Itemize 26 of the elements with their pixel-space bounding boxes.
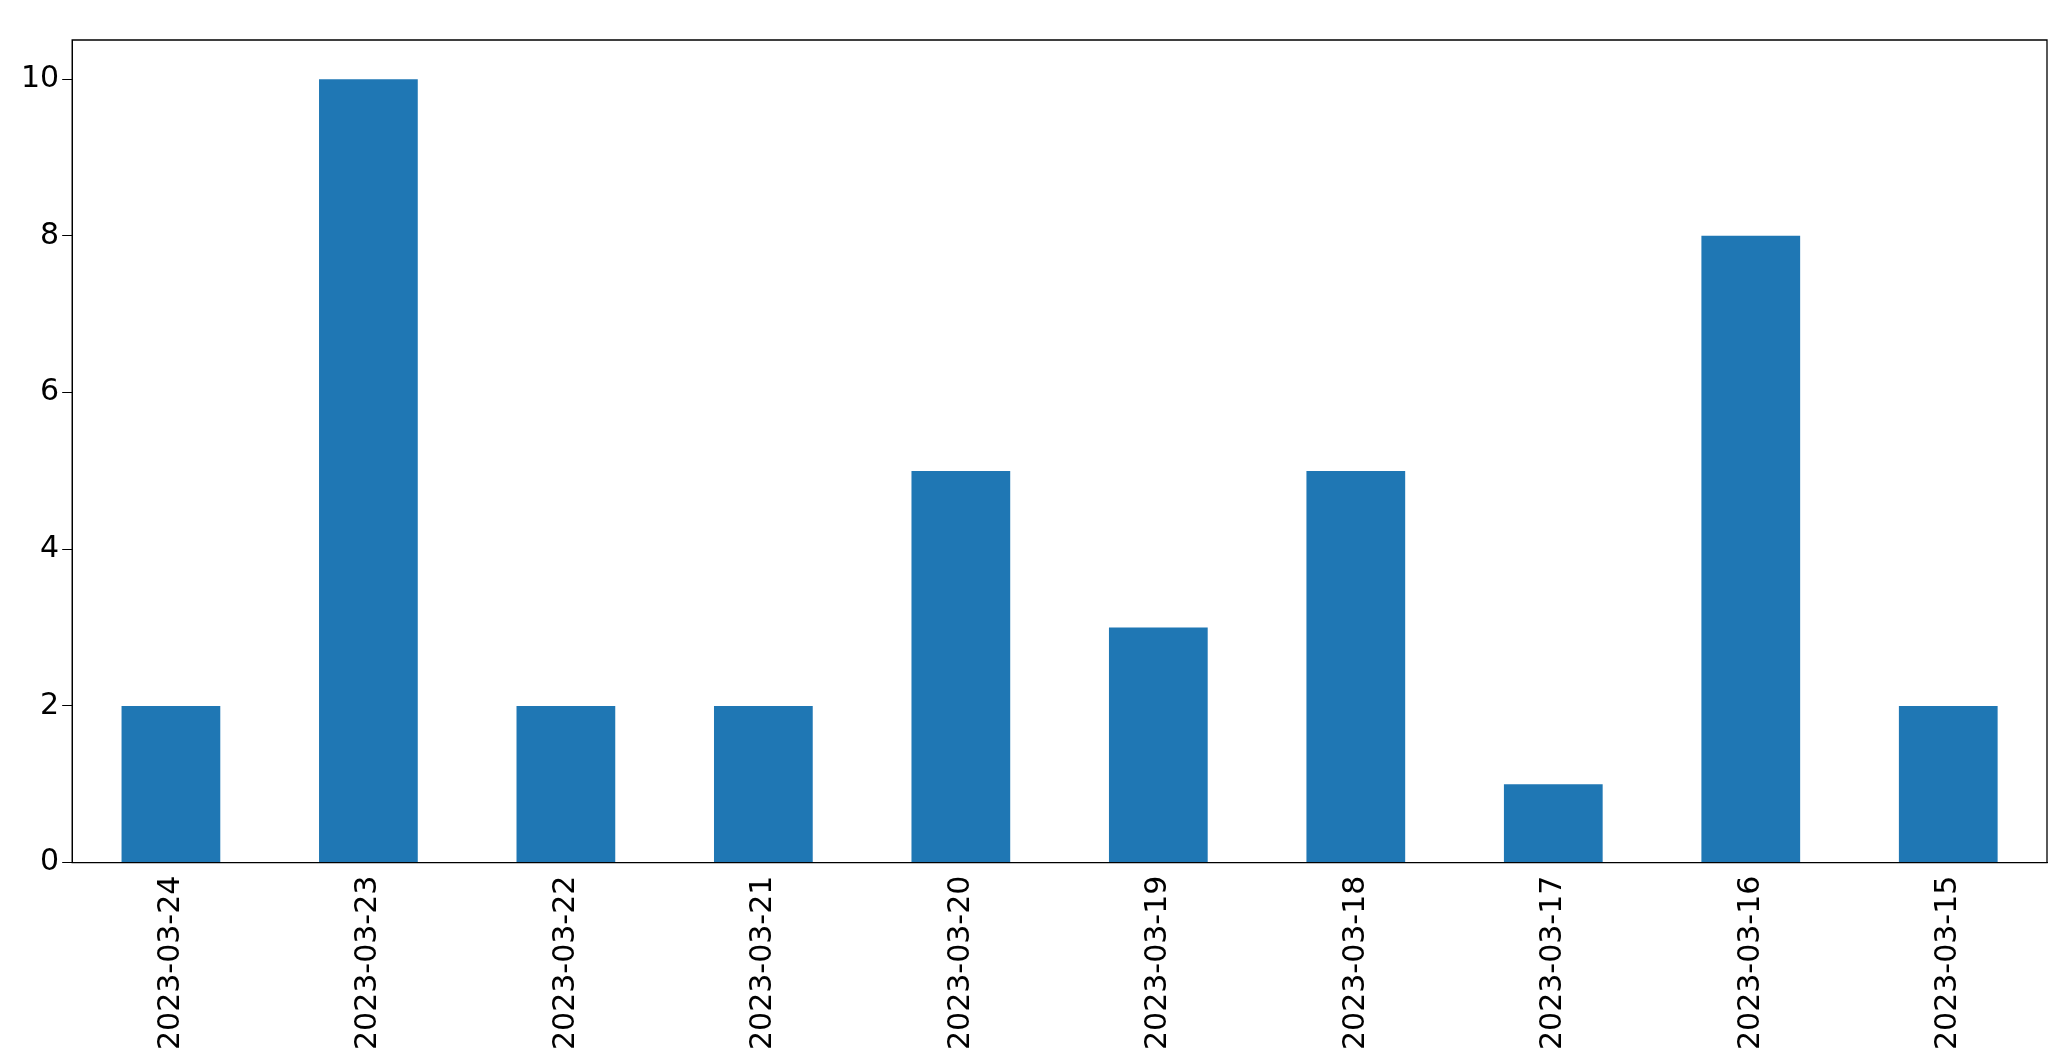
bar [516,705,616,863]
bar [1701,235,1801,863]
y-tick-label: 8 [40,215,60,251]
x-tick-label: 2023-03-19 [1138,875,1174,1051]
x-tick-label: 2023-03-15 [1928,875,1964,1051]
y-tick-label: 0 [40,842,60,878]
x-tick-label: 2023-03-21 [743,875,779,1051]
y-tick-label: 10 [20,58,60,94]
y-tick-label: 2 [40,685,60,721]
bar [1306,470,1406,863]
y-tick-label: 4 [40,529,60,565]
bar [713,705,813,863]
x-tick-label: 2023-03-23 [348,875,384,1051]
bar [319,79,418,863]
x-tick-label: 2023-03-20 [940,875,976,1051]
bar [1898,705,1998,863]
bar [1108,627,1208,863]
x-tick-label: 2023-03-18 [1335,875,1371,1051]
x-tick-label: 2023-03-22 [545,875,581,1051]
bar [121,705,221,863]
x-tick-label: 2023-03-16 [1730,875,1766,1051]
y-tick-label: 6 [40,372,60,408]
bar [1503,784,1603,863]
x-tick-label: 2023-03-17 [1533,875,1569,1051]
x-tick-label: 2023-03-24 [150,875,186,1051]
bar [911,470,1011,863]
